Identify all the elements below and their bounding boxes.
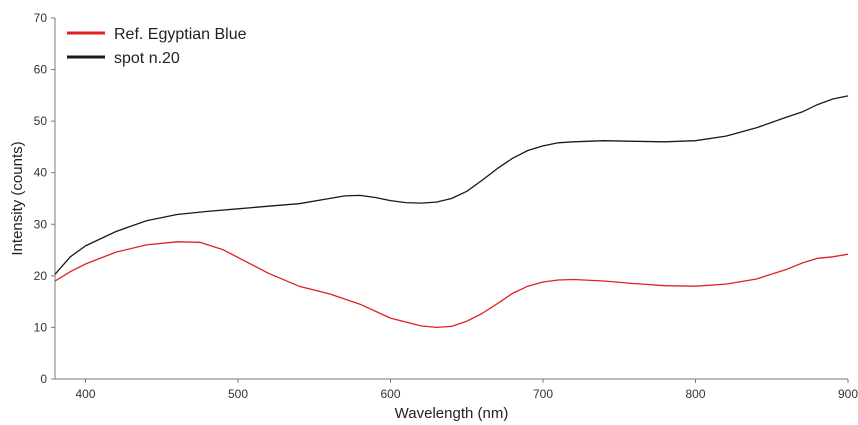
x-tick-label: 500 [228, 387, 248, 401]
x-axis-title: Wavelength (nm) [395, 405, 509, 422]
y-tick-label: 60 [34, 63, 48, 77]
series-line-1 [54, 95, 849, 275]
y-tick-label: 70 [34, 11, 48, 25]
y-tick-label: 20 [34, 269, 48, 283]
series-lines-group [54, 95, 849, 329]
x-tick-label: 600 [380, 387, 400, 401]
legend-label-1: spot n.20 [114, 50, 180, 67]
y-tick-label: 10 [34, 320, 48, 334]
x-tick-label: 900 [838, 387, 858, 401]
y-tick-label: 50 [34, 114, 48, 128]
y-axis-title: Intensity (counts) [9, 141, 26, 255]
x-tick-label: 400 [75, 387, 95, 401]
y-tick-label: 40 [34, 166, 48, 180]
y-tick-label: 0 [40, 372, 47, 386]
axes-group: 0 10 20 30 40 50 60 70 400 500 600 700 800 900 [34, 11, 858, 401]
x-tick-label: 700 [533, 387, 553, 401]
x-tick-label: 800 [685, 387, 705, 401]
legend-label-0: Ref. Egyptian Blue [114, 26, 247, 43]
y-tick-label: 30 [34, 217, 48, 231]
series-line-0 [54, 241, 849, 329]
legend: Ref. Egyptian Blue spot n.20 [67, 26, 247, 67]
